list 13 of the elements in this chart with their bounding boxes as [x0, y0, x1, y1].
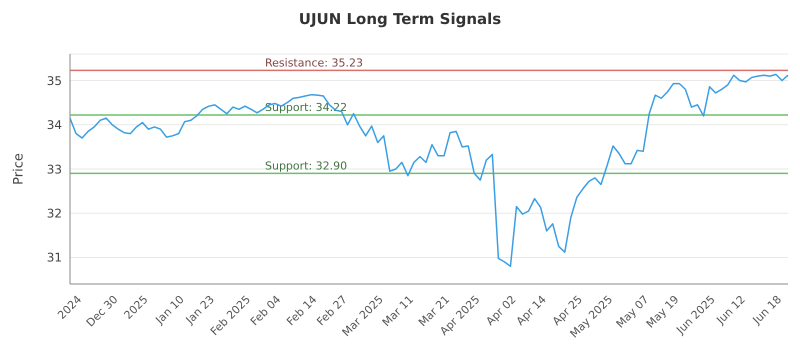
ref-line-label: Support: 32.90 [265, 159, 348, 172]
line-series [69, 74, 789, 268]
x-tick-label: Jun 12 [713, 292, 748, 328]
y-axis-title: Price [12, 153, 27, 185]
y-tick-label: 33 [46, 162, 62, 176]
x-tick-label: Jun 18 [750, 292, 784, 328]
y-tick-label: 34 [46, 118, 62, 132]
ref-line-label: Resistance: 35.23 [265, 56, 363, 70]
y-tick-label: 32 [46, 206, 62, 220]
y-tick-label: 31 [46, 250, 62, 265]
x-tick-label: Dec 30 [84, 292, 120, 330]
chart-title: UJUN Long Term Signals [298, 9, 502, 30]
y-tick-label: 35 [46, 74, 62, 88]
